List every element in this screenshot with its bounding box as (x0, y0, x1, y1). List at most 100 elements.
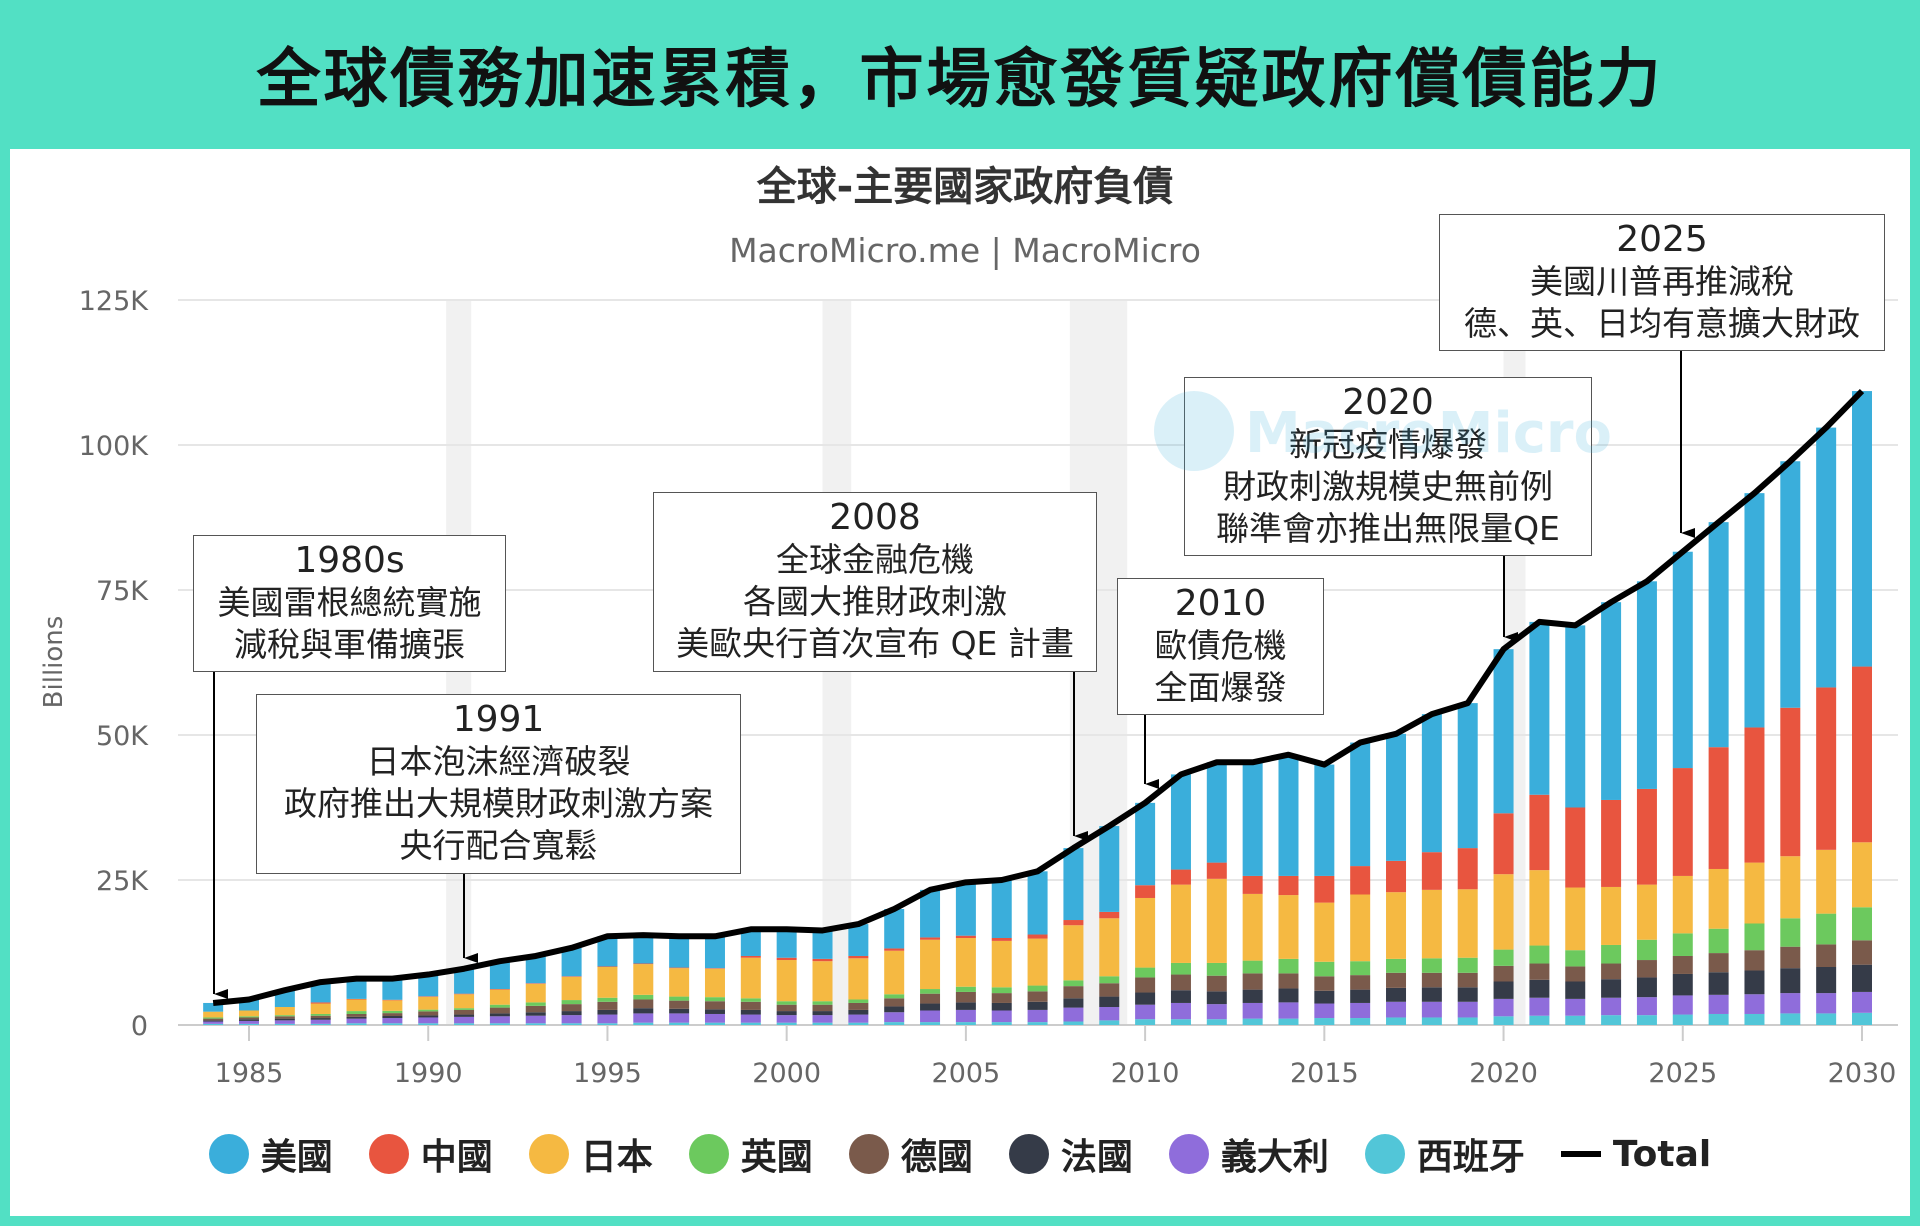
bar-義大利-2026 (1708, 994, 1729, 1014)
annotation-line: 央行配合寬鬆 (399, 826, 598, 865)
bar-德國-2013 (1242, 973, 1263, 990)
bar-法國-2010 (1135, 992, 1156, 1005)
bar-德國-1992 (489, 1007, 510, 1014)
bar-法國-1985 (239, 1019, 259, 1021)
bar-美國-2029 (1816, 427, 1837, 688)
legend-item-西班牙[interactable]: 西班牙 (1364, 1128, 1525, 1180)
bar-日本-1994 (561, 976, 582, 1001)
bar-日本-2003 (884, 950, 905, 995)
bar-日本-1996 (633, 964, 654, 995)
bar-法國-1984 (203, 1020, 224, 1022)
bar-義大利-2025 (1672, 995, 1693, 1015)
annotation-line: 聯準會亦推出無限量QE (1216, 509, 1560, 548)
bar-西班牙-1985 (239, 1023, 259, 1025)
x-tick-label: 2030 (1828, 1058, 1897, 1089)
legend-item-義大利[interactable]: 義大利 (1168, 1128, 1329, 1180)
bar-西班牙-2030 (1852, 1012, 1872, 1025)
bar-德國-2014 (1278, 973, 1299, 989)
bar-德國-2028 (1780, 946, 1801, 969)
bar-德國-2006 (991, 993, 1012, 1003)
legend-item-Total[interactable]: Total (1560, 1128, 1711, 1180)
bar-英國-2029 (1816, 913, 1837, 945)
bar-英國-2016 (1350, 961, 1371, 976)
bar-美國-1999 (740, 929, 761, 956)
bar-義大利-2029 (1816, 993, 1837, 1014)
bar-英國-2000 (776, 1001, 797, 1005)
bar-義大利-1994 (561, 1015, 582, 1024)
legend-item-德國[interactable]: 德國 (848, 1128, 973, 1180)
bar-中國-1989 (382, 999, 403, 1001)
x-tick-label: 1995 (573, 1058, 642, 1089)
bar-西班牙-1989 (382, 1023, 403, 1025)
bar-西班牙-1997 (669, 1022, 690, 1025)
bar-英國-1989 (382, 1010, 403, 1014)
bar-義大利-1986 (274, 1020, 295, 1024)
annotation-2025: 2025 美國川普再推減稅 德、英、日均有意擴大財政 (1439, 214, 1885, 351)
legend-item-法國[interactable]: 法國 (1008, 1128, 1133, 1180)
bar-西班牙-2022 (1565, 1015, 1586, 1025)
bar-英國-2020 (1493, 949, 1514, 966)
bar-日本-2013 (1242, 893, 1263, 961)
bar-法國-2018 (1421, 987, 1442, 1002)
bar-中國-2014 (1278, 875, 1299, 896)
bar-美國-2019 (1457, 703, 1478, 849)
bar-法國-2014 (1278, 988, 1299, 1003)
bar-法國-2017 (1386, 987, 1407, 1002)
legend-item-英國[interactable]: 英國 (688, 1128, 813, 1180)
annotation-2010: 2010 歐債危機 全面爆發 (1117, 578, 1324, 715)
bar-德國-2012 (1206, 975, 1227, 992)
bar-英國-1986 (274, 1015, 295, 1017)
bar-西班牙-2011 (1170, 1019, 1191, 1025)
y-axis-label: Billions (39, 616, 69, 709)
bar-法國-2008 (1063, 998, 1084, 1008)
bar-美國-1991 (454, 968, 475, 994)
bar-義大利-2011 (1170, 1002, 1191, 1020)
bar-德國-1986 (274, 1016, 295, 1019)
bar-德國-2015 (1314, 976, 1335, 991)
bar-美國-2016 (1350, 742, 1371, 867)
legend-label: 中國 (420, 1137, 493, 1178)
bar-法國-2016 (1350, 989, 1371, 1003)
bar-英國-2015 (1314, 961, 1335, 977)
bar-中國-2004 (920, 937, 941, 940)
bar-法國-2005 (955, 1002, 976, 1010)
bar-法國-1991 (454, 1014, 475, 1017)
line-swatch-icon (1560, 1151, 1601, 1157)
legend-item-美國[interactable]: 美國 (208, 1128, 333, 1180)
legend-item-日本[interactable]: 日本 (528, 1128, 653, 1180)
bar-西班牙-2021 (1529, 1015, 1550, 1025)
bar-義大利-2018 (1421, 1001, 1442, 1018)
bar-英國-2026 (1708, 928, 1729, 954)
bar-美國-2028 (1780, 461, 1801, 708)
bar-日本-2015 (1314, 902, 1335, 962)
bar-西班牙-1995 (597, 1023, 618, 1025)
bar-日本-2005 (955, 938, 976, 987)
bar-法國-2012 (1206, 991, 1227, 1005)
circle-swatch-icon (1168, 1134, 1209, 1174)
bar-英國-2006 (991, 987, 1012, 994)
bar-日本-2007 (1027, 938, 1048, 986)
bar-義大利-2024 (1636, 997, 1657, 1016)
bar-義大利-1990 (418, 1017, 439, 1024)
bar-義大利-2014 (1278, 1002, 1299, 1019)
bar-英國-1997 (669, 996, 690, 1001)
bar-義大利-2008 (1063, 1007, 1084, 1022)
legend-item-中國[interactable]: 中國 (368, 1128, 493, 1180)
bar-日本-2009 (1099, 918, 1120, 977)
bar-西班牙-2024 (1636, 1015, 1657, 1025)
bar-中國-2005 (955, 935, 976, 938)
annotation-2020: 2020 新冠疫情爆發 財政刺激規模史無前例 聯準會亦推出無限量QE (1184, 377, 1592, 556)
bar-日本-1993 (525, 983, 546, 1003)
bar-日本-2006 (991, 940, 1012, 988)
bar-西班牙-2006 (991, 1022, 1012, 1025)
bar-法國-2029 (1816, 967, 1837, 994)
bar-西班牙-2020 (1493, 1016, 1514, 1025)
bar-日本-2010 (1135, 897, 1156, 968)
bar-德國-1984 (203, 1018, 224, 1021)
bar-英國-1993 (525, 1002, 546, 1006)
x-tick-label: 2025 (1648, 1058, 1717, 1089)
bar-西班牙-1984 (203, 1023, 224, 1025)
bar-日本-2023 (1601, 886, 1622, 945)
bar-日本-2020 (1493, 874, 1514, 950)
bar-中國-1995 (597, 966, 618, 967)
